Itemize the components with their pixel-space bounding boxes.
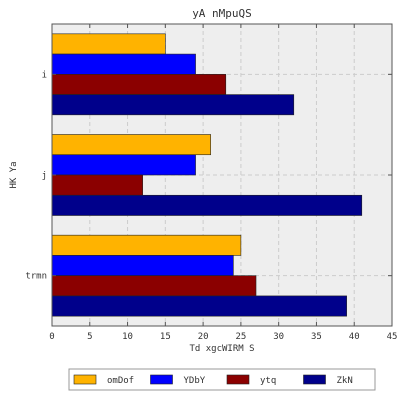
chart-title: yA nMpuQS <box>192 7 252 20</box>
y-axis-label: HK Ya <box>9 161 19 188</box>
legend-label-ZkN: ZkN <box>337 376 353 386</box>
x-tick-label: 15 <box>160 332 171 342</box>
legend-label-omDof: omDof <box>107 376 134 386</box>
x-tick-label: 25 <box>235 332 246 342</box>
bar-ytq-trmn <box>51 275 257 297</box>
x-tick-label: 45 <box>387 332 398 342</box>
y-tick-label: j <box>42 171 47 181</box>
x-tick-label: 35 <box>311 332 322 342</box>
legend: omDof YDbY ytq ZkN <box>68 368 376 391</box>
legend-swatch-omDof <box>73 374 97 385</box>
bar-YDbY-i <box>51 53 196 75</box>
legend-swatch-ZkN <box>303 374 326 385</box>
legend-label-YDbY: YDbY <box>184 376 206 386</box>
legend-label-ytq: ytq <box>260 376 276 386</box>
y-tick-label: trmn <box>25 272 47 282</box>
x-tick-label: 30 <box>273 332 284 342</box>
bar-omDof-j <box>51 134 211 156</box>
y-axis-ticks: i j trmn <box>25 70 392 282</box>
x-tick-label: 40 <box>349 332 360 342</box>
legend-box <box>68 368 376 391</box>
bar-YDbY-trmn <box>51 255 234 276</box>
bar-ytq-j <box>51 174 143 196</box>
bar-omDof-trmn <box>51 234 242 256</box>
bar-omDof-i <box>51 33 166 55</box>
x-axis-label: Td xgcWIRM S <box>189 344 254 354</box>
bar-ZkN-j <box>51 194 363 216</box>
x-tick-label: 0 <box>49 332 54 342</box>
y-tick-label: i <box>42 70 47 80</box>
x-tick-label: 20 <box>198 332 209 342</box>
x-axis-ticks: 0 5 10 15 20 25 30 35 40 45 <box>49 24 397 342</box>
x-tick-label: 5 <box>87 332 92 342</box>
bars <box>51 33 363 317</box>
legend-swatch-YDbY <box>150 374 173 385</box>
bar-ZkN-i <box>51 94 295 116</box>
bar-ytq-i <box>51 74 227 95</box>
bar-YDbY-j <box>51 154 196 176</box>
bar-ZkN-trmn <box>51 295 347 317</box>
legend-swatch-ytq <box>226 374 250 385</box>
x-tick-label: 10 <box>122 332 133 342</box>
